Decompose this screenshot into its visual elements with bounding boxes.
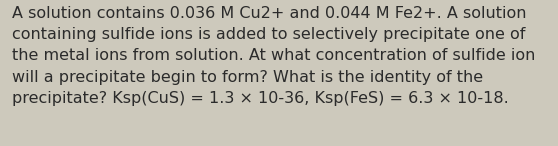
Text: A solution contains 0.036 M Cu2+ and 0.044 M Fe2+. A solution
containing sulfide: A solution contains 0.036 M Cu2+ and 0.0… bbox=[12, 6, 536, 106]
